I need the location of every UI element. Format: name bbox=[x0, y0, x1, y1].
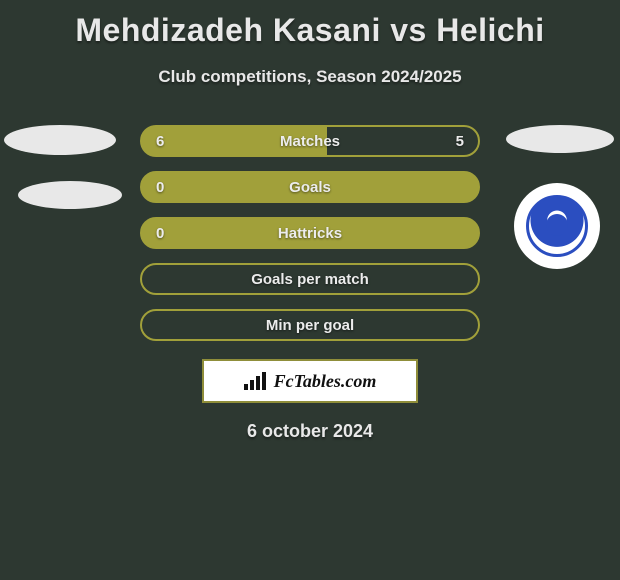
stat-bar: Min per goal bbox=[140, 309, 480, 341]
stat-label: Goals per match bbox=[142, 271, 478, 288]
stats-area: 6 Matches 5 0 Goals 0 Hattricks Goals pe… bbox=[0, 125, 620, 442]
stat-left-value: 6 bbox=[156, 133, 164, 150]
club-badge-right bbox=[514, 183, 600, 269]
stat-bar: 0 Hattricks bbox=[140, 217, 480, 249]
club-badge-icon bbox=[526, 195, 588, 257]
stat-bar: 6 Matches 5 bbox=[140, 125, 480, 157]
stat-label: Goals bbox=[142, 179, 478, 196]
stat-bar: Goals per match bbox=[140, 263, 480, 295]
brand-text: FcTables.com bbox=[274, 371, 377, 392]
brand-box[interactable]: FcTables.com bbox=[202, 359, 418, 403]
brand-chart-icon bbox=[244, 372, 266, 390]
stat-right-value: 5 bbox=[456, 133, 464, 150]
stat-bar: 0 Goals bbox=[140, 171, 480, 203]
page-title: Mehdizadeh Kasani vs Helichi bbox=[0, 0, 620, 49]
player-left-avatar-2 bbox=[18, 181, 122, 209]
page-subtitle: Club competitions, Season 2024/2025 bbox=[0, 67, 620, 87]
stat-left-value: 0 bbox=[156, 225, 164, 242]
stat-label: Matches bbox=[142, 133, 478, 150]
stat-label: Min per goal bbox=[142, 317, 478, 334]
stat-label: Hattricks bbox=[142, 225, 478, 242]
footer-date: 6 october 2024 bbox=[0, 421, 620, 442]
player-left-avatar bbox=[4, 125, 116, 155]
stat-row-mpg: Min per goal bbox=[0, 309, 620, 341]
stat-row-gpm: Goals per match bbox=[0, 263, 620, 295]
player-right-avatar bbox=[506, 125, 614, 153]
stat-left-value: 0 bbox=[156, 179, 164, 196]
